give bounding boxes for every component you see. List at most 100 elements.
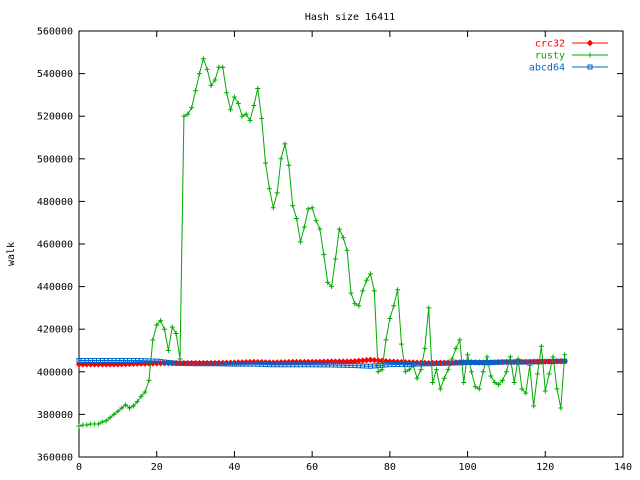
point-rusty — [414, 375, 420, 381]
point-rusty — [395, 287, 401, 293]
point-rusty — [325, 279, 331, 285]
x-tick-label: 20 — [151, 462, 163, 473]
point-rusty — [297, 239, 303, 245]
point-rusty — [371, 288, 377, 294]
point-rusty — [301, 224, 307, 230]
point-rusty — [503, 369, 509, 375]
point-rusty — [387, 316, 393, 322]
series-line-rusty — [78, 57, 566, 427]
point-rusty — [375, 369, 381, 375]
point-rusty — [177, 356, 183, 362]
point-rusty — [542, 388, 548, 394]
point-rusty — [111, 411, 117, 417]
point-rusty — [445, 367, 451, 373]
point-rusty — [488, 373, 494, 379]
point-rusty — [196, 71, 202, 77]
y-tick-label: 480000 — [37, 197, 73, 208]
point-rusty — [266, 186, 272, 192]
y-axis-label: walk — [6, 242, 17, 266]
point-rusty — [193, 88, 199, 94]
series-rusty — [76, 56, 568, 429]
point-rusty — [329, 284, 335, 290]
y-tick-label: 460000 — [37, 240, 73, 251]
point-rusty — [461, 379, 467, 385]
point-rusty — [562, 352, 568, 358]
x-tick-label: 60 — [306, 462, 318, 473]
point-rusty — [115, 408, 121, 414]
y-tick-label: 380000 — [37, 410, 73, 421]
legend-label-rusty: rusty — [535, 51, 565, 62]
point-rusty — [321, 252, 327, 258]
point-rusty — [317, 226, 323, 232]
y-tick-label: 540000 — [37, 69, 73, 80]
point-rusty — [550, 354, 556, 360]
point-rusty — [496, 382, 502, 388]
point-rusty — [212, 77, 218, 83]
y-tick-label: 360000 — [37, 453, 73, 464]
point-rusty — [146, 377, 152, 383]
point-rusty — [286, 162, 292, 168]
point-rusty — [309, 205, 315, 211]
point-rusty — [294, 215, 300, 221]
axis-ticks: 0 20 40 60 80 100 120 140 360000 380000 400000 4200… — [37, 27, 632, 474]
series-abcd64 — [76, 358, 568, 369]
point-rusty — [169, 324, 175, 330]
point-rusty — [130, 403, 136, 409]
point-rusty — [538, 343, 544, 349]
point-rusty — [418, 367, 424, 373]
y-tick-label: 560000 — [37, 27, 73, 38]
point-rusty — [554, 386, 560, 392]
legend-marker-rusty — [587, 52, 593, 58]
point-rusty — [472, 384, 478, 390]
point-rusty — [84, 422, 90, 428]
point-rusty — [433, 367, 439, 373]
point-rusty — [181, 113, 187, 119]
point-rusty — [535, 371, 541, 377]
point-rusty — [360, 288, 366, 294]
x-tick-label: 80 — [384, 462, 396, 473]
point-rusty — [531, 403, 537, 409]
point-rusty — [235, 100, 241, 106]
point-rusty — [500, 377, 506, 383]
point-rusty — [406, 367, 412, 373]
point-rusty — [332, 256, 338, 262]
point-rusty — [348, 290, 354, 296]
point-rusty — [399, 341, 405, 347]
point-rusty — [208, 82, 214, 88]
point-abcd64 — [562, 358, 568, 364]
point-rusty — [480, 369, 486, 375]
point-rusty — [546, 371, 552, 377]
point-rusty — [200, 56, 206, 62]
point-rusty — [391, 303, 397, 309]
point-rusty — [274, 190, 280, 196]
point-rusty — [305, 206, 311, 212]
legend-label-crc32: crc32 — [535, 39, 565, 50]
point-rusty — [189, 105, 195, 111]
point-rusty — [437, 386, 443, 392]
point-rusty — [119, 405, 125, 411]
point-rusty — [430, 379, 436, 385]
point-rusty — [158, 318, 164, 324]
point-rusty — [259, 115, 265, 121]
y-tick-label: 500000 — [37, 154, 73, 165]
point-rusty — [519, 386, 525, 392]
chart-title: Hash size 16411 — [305, 12, 395, 23]
point-rusty — [290, 203, 296, 209]
point-crc32 — [371, 357, 378, 364]
point-rusty — [422, 345, 428, 351]
series-layer — [75, 56, 568, 429]
point-rusty — [278, 156, 284, 162]
legend-marker-crc32 — [586, 39, 594, 47]
point-rusty — [154, 322, 160, 328]
point-rusty — [138, 393, 144, 399]
point-rusty — [95, 421, 101, 427]
x-tick-label: 100 — [459, 462, 477, 473]
point-rusty — [239, 113, 245, 119]
y-tick-label: 520000 — [37, 112, 73, 123]
point-rusty — [515, 356, 521, 362]
point-rusty — [313, 218, 319, 224]
x-tick-label: 140 — [614, 462, 632, 473]
point-rusty — [76, 423, 82, 429]
point-rusty — [204, 66, 210, 72]
